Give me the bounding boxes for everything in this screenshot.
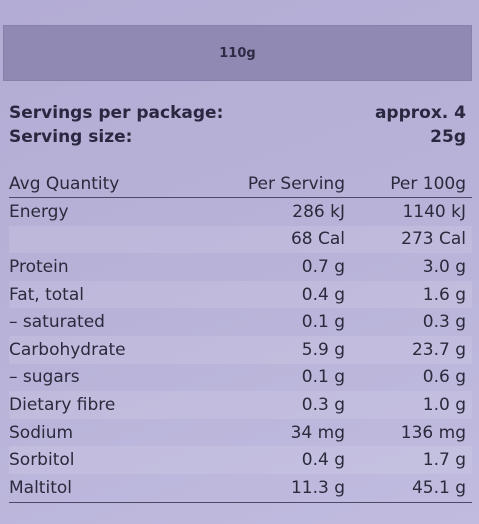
nutrient-name: Maltitol	[9, 473, 209, 503]
serving-size-row: Serving size: 25g	[9, 125, 466, 149]
per-serving-value: 0.1 g	[301, 367, 345, 388]
table-header-row: Avg Quantity Per Serving Per 100g	[9, 171, 472, 198]
nutrient-name: Sodium	[9, 422, 74, 443]
per-100g-value: 1.0 g	[345, 391, 472, 419]
nutrient-name: Carbohydrate	[9, 335, 209, 364]
table-row: Dietary fibre 0.3 g 1.0 g	[9, 391, 472, 419]
nutrient-name: Sorbitol	[9, 446, 209, 474]
servings-info: Servings per package: approx. 4 Serving …	[9, 101, 466, 149]
table-row: Energy 286 kJ 1140 kJ	[9, 198, 472, 226]
nutrient-name: Protein	[9, 256, 69, 277]
serving-size-label: Serving size:	[9, 127, 133, 147]
per-serving-value: 34 mg	[290, 422, 345, 443]
column-header-quantity: Avg Quantity	[9, 171, 209, 198]
package-weight: 110g	[219, 45, 256, 61]
table-row: – sugars 0.1 g 0.6 g	[9, 364, 472, 392]
per-100g-value: 23.7 g	[345, 335, 472, 364]
table-row: Maltitol 11.3 g 45.1 g	[9, 473, 472, 503]
table-row: Carbohydrate 5.9 g 23.7 g	[9, 335, 472, 364]
table-row: Protein 0.7 g 3.0 g	[9, 253, 472, 281]
nutrient-name: – saturated	[9, 312, 105, 333]
per-serving-value: 5.9 g	[209, 335, 345, 364]
per-serving-value: 0.4 g	[209, 446, 345, 474]
nutrition-table: Avg Quantity Per Serving Per 100g Energy…	[9, 171, 472, 503]
table-row: Fat, total 0.4 g 1.6 g	[9, 280, 472, 309]
per-100g-value: 136 mg	[400, 422, 466, 443]
nutrient-name: – sugars	[9, 367, 80, 388]
per-serving-value: 0.1 g	[301, 312, 345, 333]
package-weight-banner: 110g	[3, 25, 472, 81]
nutrient-name	[9, 225, 209, 254]
nutrient-name: Dietary fibre	[9, 391, 209, 419]
column-header-per-serving: Per Serving	[209, 171, 345, 198]
per-100g-value: 3.0 g	[422, 256, 466, 277]
per-serving-value: 11.3 g	[209, 473, 345, 503]
per-100g-value: 1.6 g	[345, 280, 472, 309]
table-row: Sodium 34 mg 136 mg	[9, 419, 472, 447]
servings-per-package-row: Servings per package: approx. 4	[9, 101, 466, 125]
per-100g-value: 1140 kJ	[402, 201, 466, 222]
per-100g-value: 273 Cal	[345, 225, 472, 254]
table-row: – saturated 0.1 g 0.3 g	[9, 308, 472, 336]
per-serving-value: 0.4 g	[209, 280, 345, 309]
per-100g-value: 1.7 g	[345, 446, 472, 474]
per-100g-value: 45.1 g	[345, 473, 472, 503]
per-serving-value: 286 kJ	[292, 201, 345, 222]
per-100g-value: 0.3 g	[422, 312, 466, 333]
per-serving-value: 68 Cal	[209, 225, 345, 254]
nutrient-name: Energy	[9, 201, 69, 222]
serving-size-value: 25g	[430, 127, 466, 147]
servings-per-package-value: approx. 4	[374, 103, 466, 123]
nutrient-name: Fat, total	[9, 280, 209, 309]
column-header-per-100g: Per 100g	[345, 171, 472, 198]
per-serving-value: 0.7 g	[301, 256, 345, 277]
table-row: 68 Cal 273 Cal	[9, 225, 472, 254]
per-100g-value: 0.6 g	[422, 367, 466, 388]
table-row: Sorbitol 0.4 g 1.7 g	[9, 446, 472, 474]
servings-per-package-label: Servings per package:	[9, 103, 224, 123]
per-serving-value: 0.3 g	[209, 391, 345, 419]
